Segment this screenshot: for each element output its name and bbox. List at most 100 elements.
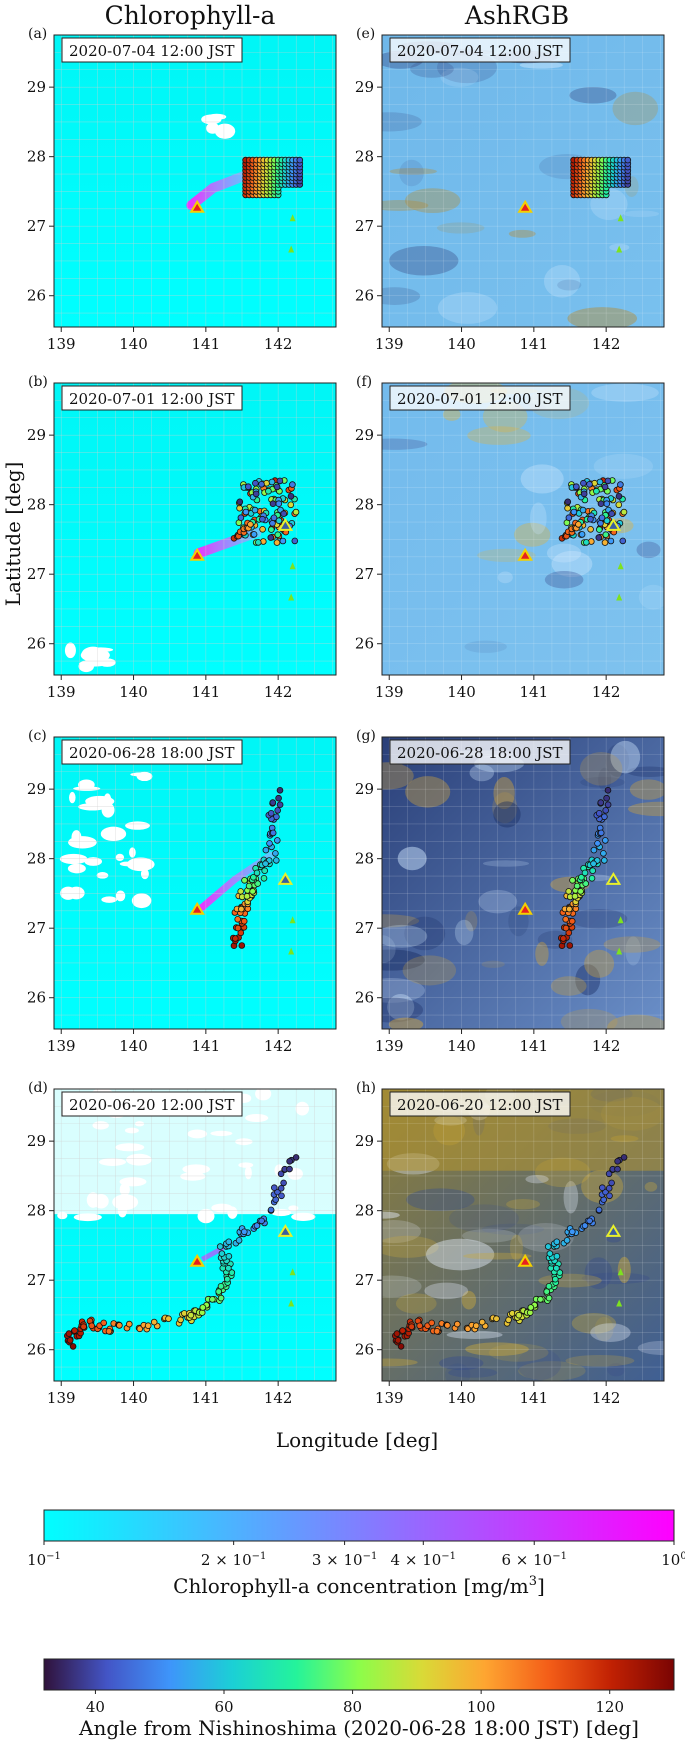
scatter-points	[391, 1154, 628, 1350]
colorbar-tick-label: 2 × 10−1	[201, 1551, 267, 1569]
chlorophyll-background	[54, 737, 336, 1029]
scatter-point	[582, 880, 589, 887]
cloud-texture	[638, 584, 664, 610]
cloud-texture	[446, 1330, 503, 1339]
scatter-point	[267, 534, 275, 541]
scatter-point	[150, 1318, 158, 1326]
scatter-point	[397, 1343, 405, 1350]
cloud-texture	[382, 1219, 422, 1244]
cloud-texture	[382, 200, 429, 211]
grid-lines	[382, 382, 664, 675]
cloud-texture	[551, 550, 593, 578]
scatter-point	[603, 500, 611, 508]
cloud-texture	[580, 776, 626, 788]
scatter-point	[259, 515, 266, 523]
scatter-point	[603, 517, 611, 524]
y-tick-label: 28	[27, 1202, 46, 1220]
scatter-point	[258, 1217, 265, 1225]
scatter-point	[262, 860, 269, 867]
nishinoshima-marker	[517, 199, 533, 213]
scatter-point	[604, 801, 612, 808]
scatter-point	[581, 1222, 589, 1229]
scatter-point	[587, 515, 594, 523]
scatter-points	[64, 1154, 300, 1350]
scatter-point	[234, 915, 242, 923]
scatter-point	[537, 1296, 544, 1303]
scatter-point	[215, 1288, 223, 1295]
scatter-points	[230, 786, 284, 949]
scatter-point	[266, 840, 273, 847]
y-tick-label: 29	[27, 780, 46, 798]
angle-colorbar-label: Angle from Nishinoshima (2020-06-28 18:0…	[78, 1716, 639, 1740]
cloud-texture	[571, 1312, 617, 1334]
cloud-mask	[67, 863, 86, 874]
nishinoshima-marker	[189, 199, 205, 213]
panel-a: 139 140 141 142 26 27 28 29 (a) 2020-07-04 12:00 …	[27, 26, 337, 353]
scatter-point	[274, 807, 282, 814]
scatter-point	[562, 915, 569, 923]
scatter-point	[472, 1322, 480, 1329]
x-tick-label: 140	[447, 1389, 476, 1407]
cloud-texture	[410, 60, 454, 78]
panel-letter: (g)	[356, 728, 376, 744]
y-tick-label: 27	[27, 565, 46, 583]
cloud-texture	[493, 801, 521, 828]
grid-lines	[54, 34, 336, 327]
cloud-texture	[382, 1275, 422, 1298]
cloud-texture	[544, 571, 584, 589]
cloud-texture	[439, 1356, 484, 1371]
cloud-texture	[492, 792, 518, 824]
cloud-mask	[129, 847, 136, 858]
cloud-texture	[482, 860, 530, 867]
scatter-point	[573, 882, 581, 890]
cloud-texture	[530, 502, 547, 535]
scatter-point	[280, 510, 288, 518]
scatter-point	[136, 1325, 144, 1333]
scatter-point	[286, 1158, 293, 1165]
y-tick-label: 27	[355, 565, 374, 583]
scatter-point	[565, 905, 573, 913]
scatter-point	[234, 924, 242, 932]
axes-frame	[381, 382, 665, 676]
x-tick-label: 141	[192, 1389, 221, 1407]
cloud-texture	[517, 1223, 574, 1253]
scatter-point	[620, 1154, 628, 1161]
scatter-point	[605, 1185, 613, 1192]
x-tick-label: 141	[192, 1037, 221, 1055]
cloud-texture	[497, 571, 513, 584]
timestamp-box	[61, 37, 243, 63]
cloud-texture	[382, 762, 414, 790]
scatter-points	[242, 156, 304, 199]
scatter-point	[601, 539, 609, 546]
colorbars: 10−1 2 × 10−1 3 × 10−1 4 × 10−1 6 × 10−1 100 C…	[27, 1509, 685, 1740]
island-marker	[288, 593, 295, 601]
cloud-texture	[382, 1235, 439, 1258]
x-tick-label: 139	[47, 335, 76, 353]
scatter-point	[608, 1179, 615, 1187]
scatter-point	[394, 1337, 402, 1344]
panel-letter: (d)	[28, 1080, 48, 1096]
y-axis-label: Latitude [deg]	[1, 462, 25, 607]
timestamp-box	[61, 1091, 243, 1117]
scatter-point	[269, 500, 277, 508]
cloud-mask	[115, 890, 126, 902]
axes-frame	[53, 1088, 337, 1382]
scatter-point	[261, 867, 269, 874]
cloud-texture	[382, 924, 428, 948]
scatter-point	[217, 1283, 225, 1290]
scatter-point	[273, 539, 281, 546]
x-tick-label: 141	[520, 1037, 549, 1055]
x-tick-label: 142	[264, 1389, 293, 1407]
scatter-point	[267, 1206, 275, 1214]
cloud-texture	[387, 994, 415, 1021]
scatter-point	[593, 487, 600, 495]
scatter-point	[80, 1323, 87, 1330]
scatter-point	[546, 1250, 554, 1257]
scatter-point	[433, 1328, 441, 1335]
scatter-point	[245, 483, 252, 491]
cloud-texture	[579, 751, 623, 786]
y-tick-label: 29	[355, 426, 374, 444]
x-tick-label: 140	[447, 683, 476, 701]
cloud-mask	[131, 893, 152, 909]
